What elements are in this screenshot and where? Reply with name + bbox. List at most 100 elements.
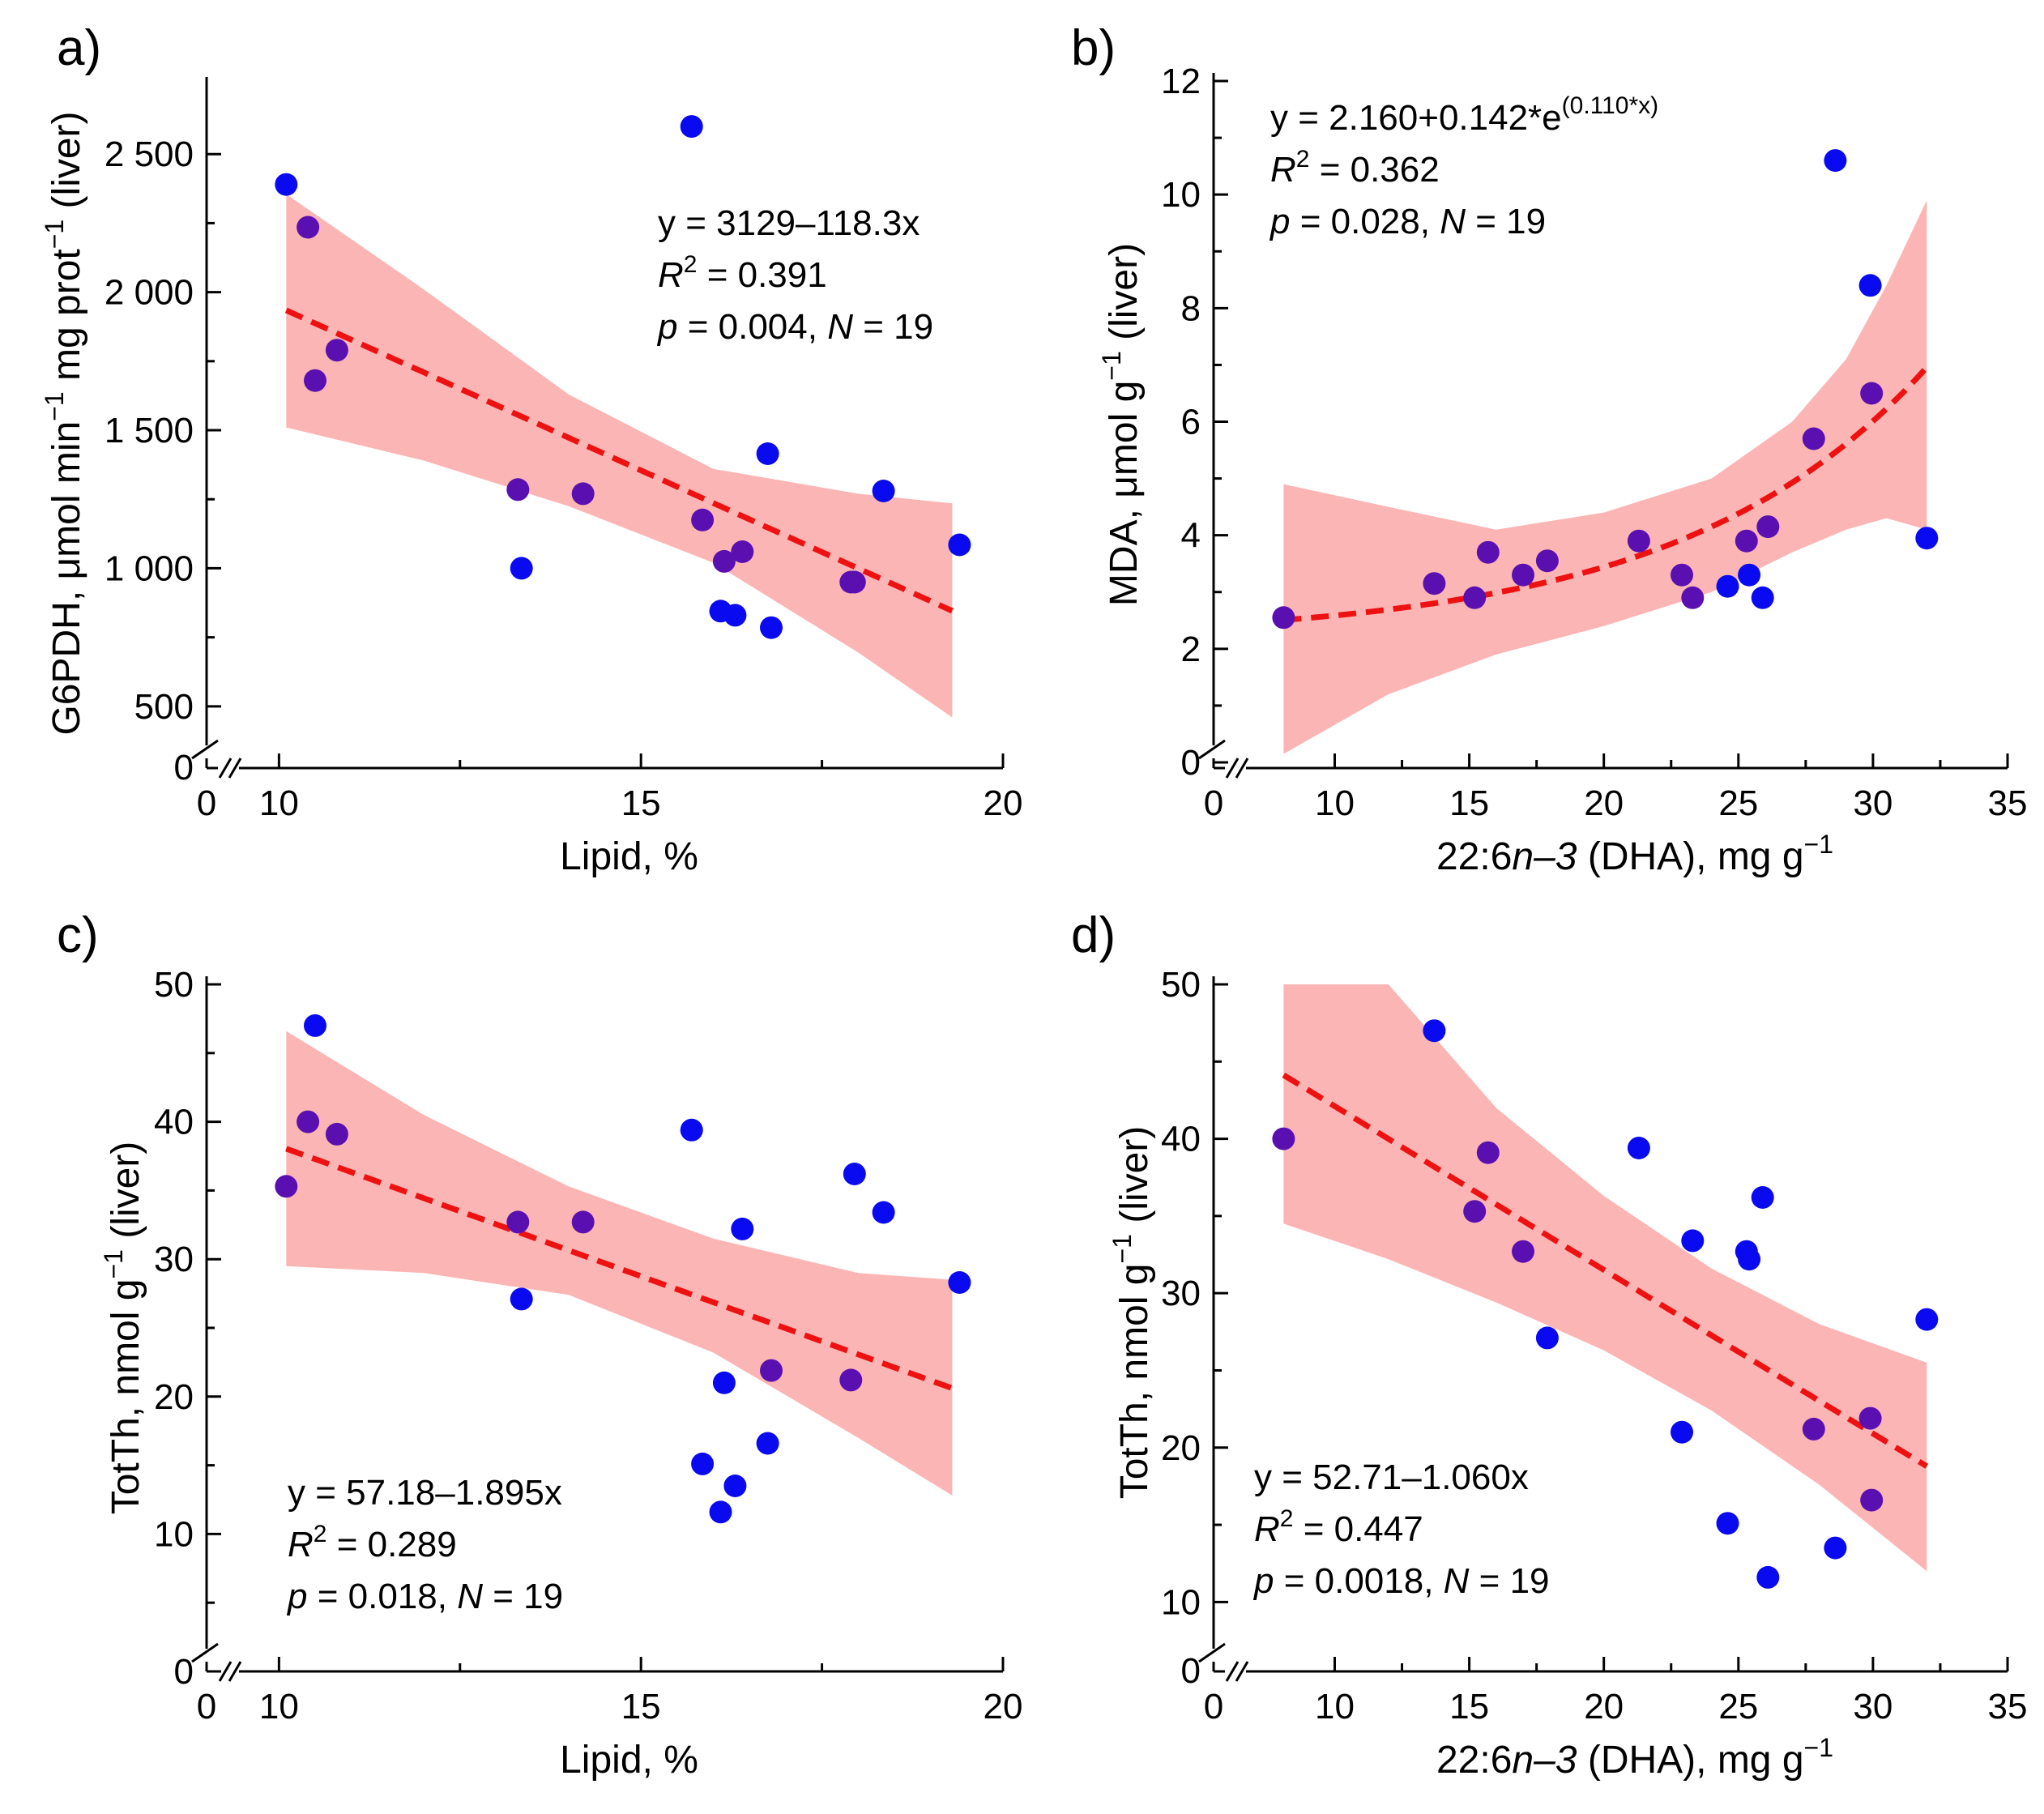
- data-point: [1915, 1308, 1939, 1331]
- data-point: [1802, 427, 1825, 450]
- y-tick-label: 20: [154, 1377, 194, 1417]
- y-tick-label: 40: [154, 1103, 194, 1142]
- x-axis-break: [1235, 1661, 1249, 1682]
- data-point: [680, 115, 703, 139]
- data-point: [1915, 527, 1939, 550]
- data-point: [1735, 529, 1758, 553]
- x-tick-label: 25: [1718, 783, 1758, 823]
- y-tick-label: 12: [1161, 62, 1201, 101]
- data-point: [1756, 1565, 1780, 1589]
- data-point: [506, 478, 530, 502]
- x-axis-label: Lipid, %: [560, 1739, 698, 1782]
- data-point: [756, 442, 779, 465]
- x-axis-break: [218, 758, 233, 779]
- data-point: [571, 482, 595, 506]
- y-axis-label: G6PDH, μmol min−1 mg prot−1 (liver): [40, 111, 88, 735]
- panel-letter: b): [1071, 20, 1116, 76]
- data-point: [1512, 563, 1534, 587]
- data-point: [723, 1475, 747, 1497]
- data-point: [839, 1368, 863, 1392]
- data-point: [304, 369, 326, 392]
- y-tick-label: 0: [1181, 743, 1201, 783]
- r-squared: R2 = 0.391: [658, 251, 827, 295]
- y-tick-label: 4: [1181, 516, 1201, 556]
- data-point: [1716, 574, 1739, 598]
- y-tick-label: 8: [1181, 288, 1201, 328]
- data-point: [1512, 1240, 1534, 1263]
- y-tick-label: 50: [154, 965, 194, 1005]
- y-axis-label: TotTh, nmol g−1 (liver): [99, 1142, 147, 1515]
- data-point: [691, 1452, 715, 1475]
- data-point: [1858, 274, 1882, 297]
- y-tick-label: 20: [1161, 1428, 1201, 1468]
- x-tick-label: 30: [1853, 1687, 1893, 1727]
- y-axis-break: [191, 739, 219, 760]
- data-point: [325, 1122, 348, 1146]
- confidence-band: [286, 194, 953, 718]
- data-point: [691, 508, 715, 531]
- x-tick-label: 0: [1204, 783, 1223, 823]
- panel-d: d) 00 10 15 20 25 30 35 10 20 30 40 50 22:6n–3 (DHA),…: [1071, 907, 2027, 1782]
- y-tick-label: 10: [154, 1514, 194, 1554]
- data-point: [275, 173, 298, 196]
- x-tick-label: 25: [1718, 1687, 1758, 1727]
- data-point: [297, 1110, 320, 1133]
- data-point: [760, 1359, 783, 1382]
- y-tick-label: 0: [174, 1652, 194, 1692]
- x-tick-label: 35: [1988, 783, 2028, 823]
- fit-line: [1282, 1073, 1929, 1469]
- x-axis-break: [228, 1661, 242, 1682]
- y-tick-label: 500: [134, 687, 194, 727]
- x-tick-label: 0: [197, 783, 216, 823]
- y-axis-label: MDA, μmol g−1 (liver): [1097, 243, 1146, 606]
- data-point: [1751, 586, 1774, 609]
- fit-equation: y = 57.18–1.895x: [288, 1473, 562, 1513]
- data-point: [1716, 1512, 1739, 1535]
- y-axis-break: [191, 1642, 219, 1663]
- data-point: [1756, 515, 1780, 539]
- confidence-band: [286, 1031, 953, 1496]
- fit-equation: y = 3129–118.3x: [658, 203, 920, 243]
- p-value: p = 0.004, N = 19: [656, 307, 933, 347]
- data-point: [1671, 563, 1693, 587]
- x-tick-label: 10: [259, 1687, 299, 1727]
- p-value: p = 0.0018, N = 19: [1252, 1561, 1550, 1601]
- x-axis-break: [1235, 758, 1249, 779]
- data-point: [1681, 1229, 1705, 1253]
- r-squared: R2 = 0.289: [288, 1521, 457, 1564]
- y-tick-label: 30: [154, 1240, 194, 1279]
- y-tick-label: 6: [1181, 402, 1201, 442]
- data-point: [756, 1432, 779, 1455]
- data-point: [1824, 149, 1847, 173]
- x-tick-label: 20: [1584, 783, 1624, 823]
- y-axis-break: [1198, 1642, 1226, 1663]
- data-point: [325, 339, 348, 362]
- y-tick-label: 40: [1161, 1120, 1201, 1159]
- data-point: [843, 570, 866, 594]
- data-point: [1272, 606, 1295, 630]
- data-point: [760, 616, 783, 639]
- data-point: [1272, 1127, 1295, 1150]
- data-point: [571, 1210, 595, 1234]
- y-tick-label: 1 000: [105, 548, 194, 588]
- data-point: [709, 1500, 732, 1524]
- p-value: p = 0.028, N = 19: [1269, 202, 1546, 241]
- panel-letter: c): [57, 907, 99, 963]
- data-point: [1423, 1019, 1446, 1043]
- data-point: [1463, 1200, 1487, 1223]
- panel-letter: a): [57, 20, 101, 76]
- y-tick-label: 2 000: [105, 273, 194, 313]
- data-point: [1535, 1326, 1559, 1350]
- y-tick-label: 30: [1161, 1274, 1201, 1313]
- data-point: [1860, 1488, 1884, 1512]
- data-point: [948, 1271, 971, 1294]
- x-axis-break: [218, 1661, 233, 1682]
- y-axis-break: [1198, 739, 1226, 760]
- x-axis-label: 22:6n–3 (DHA), mg g−1: [1436, 1733, 1833, 1782]
- x-tick-label: 20: [984, 1687, 1023, 1727]
- r-squared: R2 = 0.362: [1270, 146, 1440, 190]
- x-axis-break: [228, 758, 242, 779]
- y-tick-label: 10: [1161, 1582, 1201, 1622]
- data-point: [1738, 563, 1761, 587]
- data-point: [680, 1118, 703, 1142]
